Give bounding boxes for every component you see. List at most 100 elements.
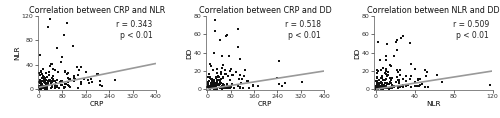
Point: [96, 84, 104, 86]
Point: [84, 79, 92, 81]
Point: [395, 82, 403, 84]
Point: [398, 85, 406, 87]
Point: [393, 39, 401, 40]
Point: [382, 87, 390, 89]
Point: [226, 87, 234, 89]
Point: [36, 85, 44, 87]
Point: [208, 87, 216, 89]
Point: [373, 83, 381, 85]
Point: [50, 84, 58, 86]
Point: [386, 81, 394, 83]
Point: [222, 35, 230, 37]
Point: [45, 74, 53, 76]
Point: [206, 77, 214, 79]
Title: Correlation between CRP and NLR: Correlation between CRP and NLR: [28, 6, 165, 15]
Point: [375, 85, 383, 87]
Point: [237, 82, 245, 84]
Point: [218, 67, 226, 69]
Point: [40, 82, 48, 84]
Point: [36, 88, 44, 90]
Point: [38, 85, 46, 87]
Point: [372, 80, 380, 82]
Point: [220, 69, 228, 71]
Point: [58, 80, 66, 82]
Point: [218, 76, 226, 78]
Point: [213, 79, 221, 81]
Point: [392, 41, 400, 43]
Point: [374, 82, 382, 84]
Point: [77, 66, 85, 68]
Point: [77, 83, 85, 85]
Point: [205, 87, 213, 89]
Point: [393, 76, 401, 78]
Point: [276, 83, 283, 85]
Point: [51, 84, 59, 86]
Point: [212, 81, 220, 82]
Point: [396, 85, 404, 86]
Point: [208, 85, 216, 87]
Point: [66, 86, 74, 88]
Point: [70, 77, 78, 79]
Point: [41, 85, 49, 87]
Point: [219, 64, 227, 65]
Point: [213, 72, 221, 74]
Point: [254, 85, 262, 87]
Point: [222, 73, 230, 75]
Point: [374, 86, 382, 88]
Point: [218, 86, 226, 87]
Point: [244, 80, 252, 82]
Point: [387, 65, 395, 67]
Point: [210, 88, 218, 90]
Point: [216, 80, 224, 82]
Point: [40, 76, 48, 78]
Point: [38, 83, 46, 84]
Point: [212, 83, 220, 85]
Point: [282, 82, 290, 84]
Point: [382, 78, 390, 80]
Point: [424, 86, 432, 88]
Point: [42, 72, 50, 74]
Point: [414, 78, 422, 80]
Point: [218, 55, 226, 57]
Point: [38, 85, 46, 87]
Point: [386, 87, 394, 89]
Point: [47, 63, 55, 65]
Point: [207, 84, 215, 86]
Point: [60, 87, 68, 89]
Point: [207, 78, 215, 80]
Point: [234, 28, 242, 30]
Point: [373, 83, 381, 85]
Point: [64, 84, 72, 86]
Point: [216, 79, 224, 81]
Point: [210, 84, 218, 86]
Point: [228, 74, 236, 76]
Point: [222, 84, 230, 86]
Point: [298, 81, 306, 83]
Point: [234, 85, 242, 87]
Point: [48, 85, 56, 87]
Point: [220, 84, 228, 86]
Point: [380, 82, 388, 84]
Point: [378, 77, 386, 79]
Point: [238, 78, 246, 80]
Point: [206, 82, 214, 84]
Point: [394, 86, 402, 88]
Point: [230, 87, 238, 89]
Point: [36, 74, 44, 76]
Point: [213, 76, 221, 78]
Point: [218, 88, 226, 90]
Point: [383, 75, 391, 77]
Point: [64, 85, 72, 87]
Point: [206, 85, 214, 87]
Point: [39, 75, 47, 77]
Point: [376, 86, 384, 88]
Point: [40, 86, 48, 88]
Point: [220, 87, 228, 89]
Point: [382, 68, 390, 70]
Point: [378, 75, 386, 77]
Point: [222, 84, 230, 85]
Point: [54, 71, 62, 73]
Point: [37, 84, 45, 86]
Point: [214, 75, 222, 77]
Title: Correlation between NLR and DD: Correlation between NLR and DD: [367, 6, 500, 15]
